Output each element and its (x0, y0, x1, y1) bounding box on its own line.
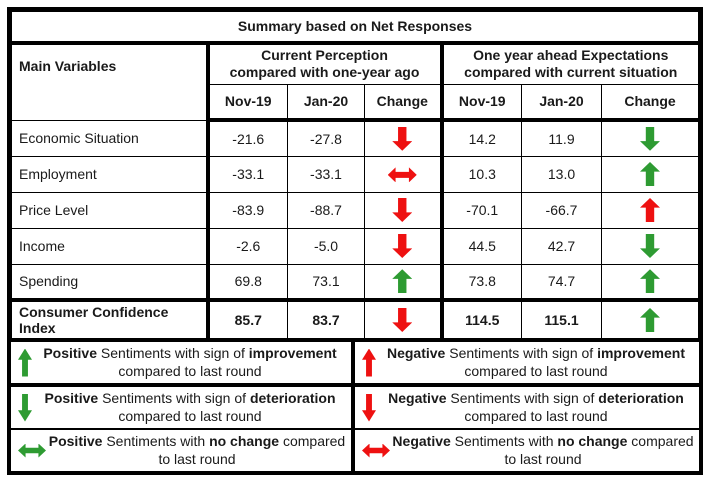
left-right-arrow-green-icon (18, 443, 46, 458)
change-arrow-icon (392, 308, 413, 332)
change-arrow-icon (640, 308, 660, 332)
table-row: Economic Situation -21.6 -27.8 14.2 11.9 (11, 119, 699, 157)
group-header-expectations: One year ahead Expectations compared wit… (441, 42, 699, 85)
cp-change-cell (364, 263, 444, 301)
cp-jan-value: 83.7 (287, 298, 365, 342)
legend-text: Positive Sentiments with sign of deterio… (44, 390, 336, 424)
cp-jan-value: -5.0 (287, 227, 365, 265)
ex-nov-value: 73.8 (441, 263, 522, 301)
change-arrow-icon (387, 167, 417, 183)
row-label: Price Level (11, 191, 210, 229)
change-arrow-icon (392, 198, 413, 222)
legend-text: Positive Sentiments with no change compa… (48, 433, 346, 467)
ex-nov-value: 44.5 (441, 227, 522, 265)
cp-change-cell (364, 298, 444, 342)
group-header-line1: Current Perception (261, 46, 388, 63)
cp-nov-value: 85.7 (207, 298, 288, 342)
col-header-ex-nov19: Nov-19 (441, 83, 522, 122)
col-header-ex-change: Change (601, 83, 699, 122)
cp-jan-value: -33.1 (287, 155, 365, 193)
net-responses-table: Summary based on Net Responses Main Vari… (11, 11, 699, 342)
down-arrow-red-icon (362, 393, 376, 422)
cp-jan-value: 73.1 (287, 263, 365, 301)
legend-item-negative-deterioration: Negative Sentiments with sign of deterio… (355, 387, 699, 430)
ex-nov-value: 14.2 (441, 119, 522, 157)
ex-change-cell (601, 191, 699, 229)
ex-jan-value: -66.7 (521, 191, 602, 229)
ex-jan-value: 74.7 (521, 263, 602, 301)
change-arrow-icon (640, 162, 660, 186)
cp-nov-value: -21.6 (207, 119, 288, 157)
ex-change-cell (601, 263, 699, 301)
legend-text: Positive Sentiments with sign of improve… (43, 345, 337, 379)
col-header-cp-jan20: Jan-20 (287, 83, 365, 122)
cp-jan-value: -27.8 (287, 119, 365, 157)
change-arrow-icon (392, 269, 413, 294)
legend-item-positive-improvement: Positive Sentiments with sign of improve… (11, 342, 355, 387)
ex-change-cell (601, 155, 699, 193)
group-header-line2: compared with current situation (464, 64, 678, 80)
ex-jan-value: 11.9 (521, 119, 602, 157)
table-row: Income -2.6 -5.0 44.5 42.7 (11, 227, 699, 265)
cp-nov-value: 69.8 (207, 263, 288, 301)
row-label: Consumer Confidence Index (11, 298, 210, 342)
legend-item-negative-no-change: Negative Sentiments with no change compa… (355, 430, 699, 471)
legend-item-negative-improvement: Negative Sentiments with sign of improve… (355, 342, 699, 387)
legend: Positive Sentiments with sign of improve… (11, 342, 699, 471)
legend-item-positive-no-change: Positive Sentiments with no change compa… (11, 430, 355, 471)
row-label: Spending (11, 263, 210, 301)
cp-jan-value: -88.7 (287, 191, 365, 229)
cp-change-cell (364, 119, 444, 157)
table-row: Price Level -83.9 -88.7 -70.1 -66.7 (11, 191, 699, 229)
legend-text: Negative Sentiments with sign of deterio… (388, 390, 684, 424)
row-label: Economic Situation (11, 119, 210, 157)
summary-table-frame: Summary based on Net Responses Main Vari… (7, 7, 703, 475)
legend-text: Negative Sentiments with no change compa… (392, 433, 694, 467)
ex-jan-value: 115.1 (521, 298, 602, 342)
cp-nov-value: -33.1 (207, 155, 288, 193)
cp-change-cell (364, 155, 444, 193)
table-title: Summary based on Net Responses (11, 11, 699, 45)
consumer-confidence-index-row: Consumer Confidence Index 85.7 83.7 114.… (11, 298, 699, 342)
left-right-arrow-red-icon (362, 443, 390, 458)
down-arrow-green-icon (18, 393, 32, 422)
group-header-line1: One year ahead Expectations (473, 46, 669, 63)
ex-jan-value: 13.0 (521, 155, 602, 193)
cp-change-cell (364, 227, 444, 265)
change-arrow-icon (640, 234, 660, 258)
change-arrow-icon (640, 269, 660, 294)
group-header-line2: compared with one-year ago (229, 64, 420, 80)
group-header-current-perception: Current Perception compared with one-yea… (207, 42, 444, 85)
ex-nov-value: 10.3 (441, 155, 522, 193)
cp-nov-value: -83.9 (207, 191, 288, 229)
table-row: Spending 69.8 73.1 73.8 74.7 (11, 263, 699, 301)
ex-jan-value: 42.7 (521, 227, 602, 265)
change-arrow-icon (392, 234, 413, 258)
main-variables-header: Main Variables (11, 42, 210, 121)
ex-nov-value: -70.1 (441, 191, 522, 229)
col-header-ex-jan20: Jan-20 (521, 83, 602, 122)
cp-nov-value: -2.6 (207, 227, 288, 265)
ex-change-cell (601, 298, 699, 342)
ex-nov-value: 114.5 (441, 298, 522, 342)
change-arrow-icon (640, 126, 660, 151)
row-label: Employment (11, 155, 210, 193)
table-row: Employment -33.1 -33.1 10.3 13.0 (11, 155, 699, 193)
row-label: Income (11, 227, 210, 265)
ex-change-cell (601, 119, 699, 157)
change-arrow-icon (640, 198, 660, 222)
col-header-cp-change: Change (364, 83, 444, 122)
legend-item-positive-deterioration: Positive Sentiments with sign of deterio… (11, 387, 355, 430)
ex-change-cell (601, 227, 699, 265)
col-header-cp-nov19: Nov-19 (207, 83, 288, 122)
up-arrow-green-icon (18, 348, 32, 377)
change-arrow-icon (392, 126, 413, 151)
up-arrow-red-icon (362, 348, 376, 377)
legend-text: Negative Sentiments with sign of improve… (386, 345, 686, 379)
cp-change-cell (364, 191, 444, 229)
